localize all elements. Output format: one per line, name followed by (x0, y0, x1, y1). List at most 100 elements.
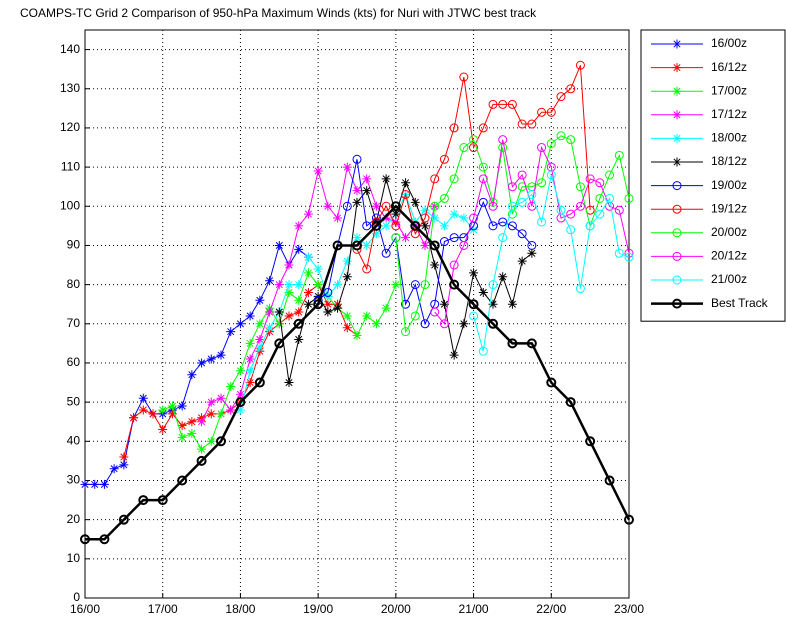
x-tick-label: 16/00 (70, 602, 100, 616)
y-tick-label: 100 (60, 198, 80, 212)
legend-label: 20/12z (711, 249, 747, 263)
data-point (527, 240, 537, 250)
data-point (254, 377, 265, 388)
data-point (410, 311, 420, 321)
data-point (410, 197, 420, 207)
data-point (381, 213, 391, 223)
data-point (469, 213, 479, 223)
data-point (449, 123, 459, 133)
data-point (235, 389, 245, 399)
data-point (566, 84, 576, 94)
y-tick-label: 10 (67, 551, 81, 565)
data-point (556, 92, 566, 102)
data-point (614, 150, 624, 160)
data-point (313, 299, 324, 310)
data-point (401, 190, 411, 200)
y-tick-label: 120 (60, 120, 80, 134)
data-point (294, 334, 304, 344)
data-point (517, 256, 527, 266)
data-point (401, 299, 411, 309)
data-point (449, 279, 460, 290)
x-tick-label: 18/00 (225, 602, 255, 616)
data-point (362, 186, 372, 196)
y-tick-label: 80 (67, 277, 81, 291)
data-point (245, 366, 255, 376)
data-point (284, 280, 294, 290)
data-point (371, 229, 381, 239)
data-point (391, 221, 401, 231)
data-point (546, 107, 556, 117)
data-point (575, 60, 585, 70)
data-point (303, 287, 313, 297)
data-point (585, 436, 596, 447)
data-point (498, 217, 508, 227)
data-point (401, 327, 411, 337)
data-point (449, 260, 459, 270)
legend-marker (672, 86, 682, 96)
data-point (449, 174, 459, 184)
data-point (323, 299, 333, 309)
legend: 16/00z 16/12z 17/00z 17/12z 18/00z 18/12z 19/0… (640, 29, 786, 322)
data-point (381, 221, 391, 231)
data-point (459, 143, 469, 153)
data-point (488, 299, 498, 309)
data-point (439, 154, 449, 164)
data-point (614, 205, 624, 215)
data-point (138, 405, 148, 415)
data-point (129, 413, 139, 423)
data-point (595, 193, 605, 203)
data-point (197, 358, 207, 368)
data-point (177, 475, 188, 486)
data-point (226, 327, 236, 337)
legend-label: 18/12z (711, 154, 747, 168)
data-point (527, 248, 537, 258)
data-point (187, 428, 197, 438)
legend-label: 17/12z (711, 107, 747, 121)
data-point (313, 280, 323, 290)
data-point (585, 174, 595, 184)
data-point (614, 248, 624, 258)
series-line (85, 244, 309, 485)
data-point (90, 479, 100, 489)
data-point (546, 377, 557, 388)
data-point (265, 323, 275, 333)
data-point (118, 514, 129, 525)
data-point (430, 201, 440, 211)
data-point (469, 135, 479, 145)
data-point (303, 252, 313, 262)
data-point (595, 209, 605, 219)
data-point (517, 170, 527, 180)
data-point (371, 220, 382, 231)
data-point (478, 197, 488, 207)
data-point (381, 248, 391, 258)
data-point (333, 303, 343, 313)
data-point (517, 119, 527, 129)
data-point (342, 272, 352, 282)
data-point (167, 401, 177, 411)
data-point (245, 311, 255, 321)
data-point (294, 280, 304, 290)
data-point (342, 311, 352, 321)
data-point (352, 331, 362, 341)
data-point (352, 197, 362, 207)
data-point (439, 221, 449, 231)
data-point (469, 311, 479, 321)
data-point (255, 319, 265, 329)
series-line (356, 65, 591, 271)
data-point (274, 319, 284, 329)
data-point (235, 366, 245, 376)
data-point (332, 240, 343, 251)
data-point (157, 495, 168, 506)
data-point (575, 182, 585, 192)
data-point (566, 209, 576, 219)
data-point (342, 162, 352, 172)
data-point (575, 284, 585, 294)
data-point (498, 99, 508, 109)
data-point (565, 397, 576, 408)
x-tick-label: 19/00 (303, 602, 333, 616)
y-tick-label: 60 (67, 355, 81, 369)
data-point (507, 182, 517, 192)
legend-marker (672, 110, 682, 120)
data-point (420, 280, 430, 290)
data-point (537, 143, 547, 153)
